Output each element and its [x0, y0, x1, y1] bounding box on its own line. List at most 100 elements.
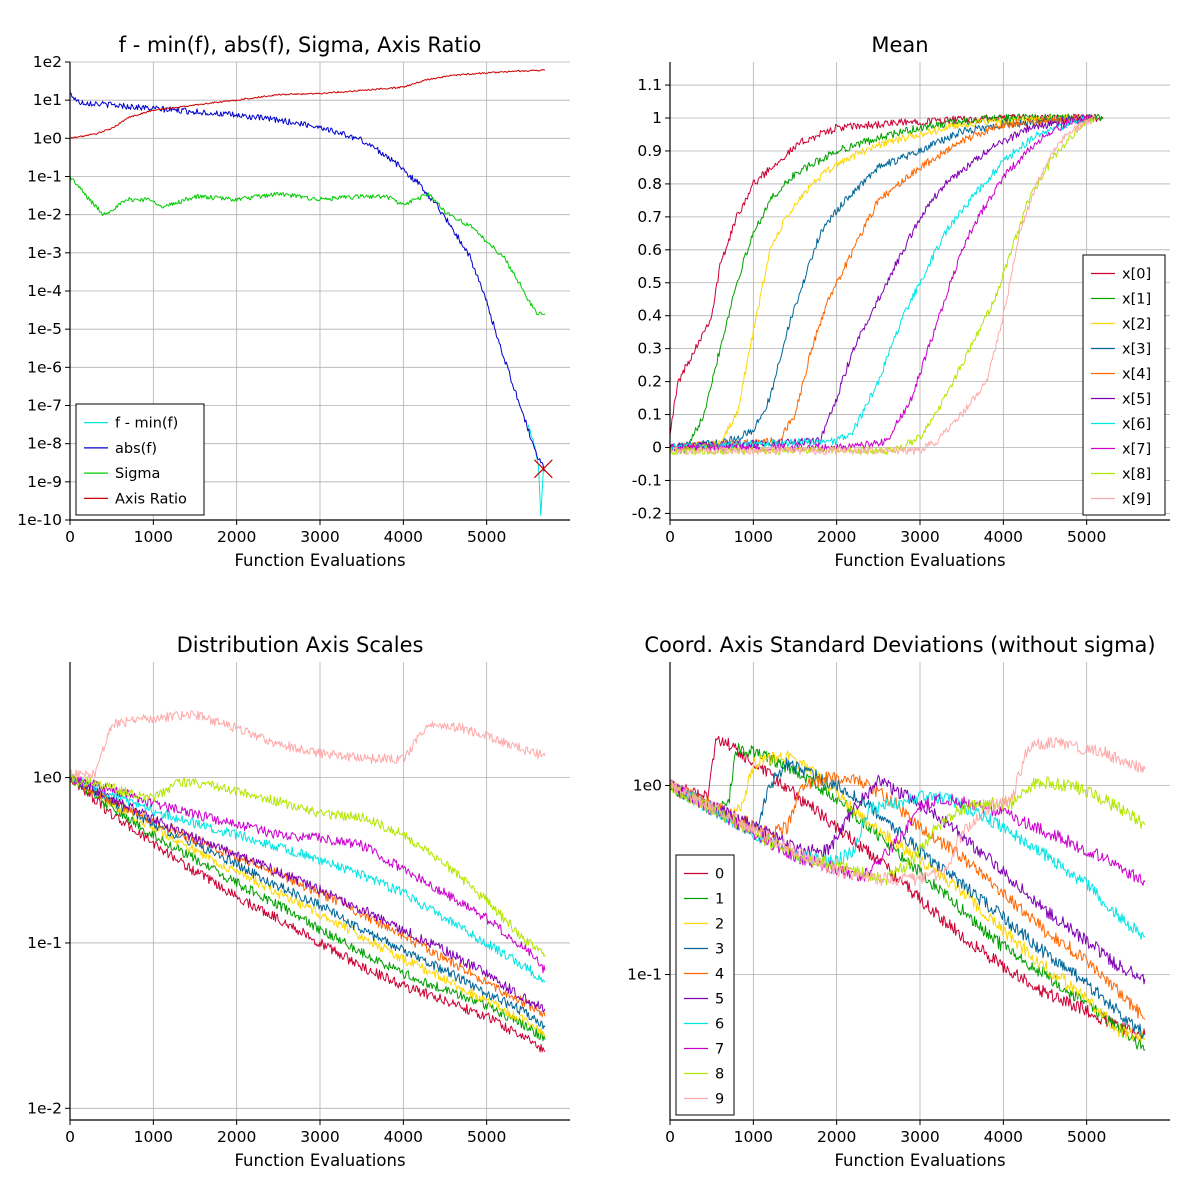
series-line-9 — [70, 710, 546, 779]
y-tick-label: 0.5 — [637, 274, 662, 292]
legend-label: x[4] — [1122, 367, 1151, 383]
chart-fitness: f - min(f), abs(f), Sigma, Axis Ratio Fu… — [17, 33, 570, 570]
legend-label: x[9] — [1122, 492, 1151, 508]
y-tick-label: 1e-1 — [627, 966, 662, 984]
chart-title: Distribution Axis Scales — [177, 633, 424, 657]
series-line-7 — [70, 775, 546, 974]
y-tick-label: 0.8 — [637, 175, 662, 193]
y-tick-label: 1.1 — [637, 76, 662, 94]
y-tick-label: 0 — [652, 439, 662, 457]
chart-coord-stds: Coord. Axis Standard Deviations (without… — [627, 633, 1170, 1170]
series-line-9 — [670, 737, 1146, 887]
y-tick-label: 1e-8 — [27, 435, 62, 453]
y-tick-label: 1e-10 — [17, 511, 62, 529]
y-tick-label: 1e1 — [33, 91, 62, 109]
series-group — [670, 735, 1146, 1051]
series-group — [670, 113, 1104, 456]
x-tick-label: 3000 — [900, 528, 939, 546]
x-tick-label: 3000 — [300, 1128, 339, 1146]
y-tick-label: 1e0 — [33, 129, 62, 147]
x-axis-label: Function Evaluations — [834, 1151, 1005, 1170]
x-tick-label: 0 — [665, 528, 675, 546]
x-tick-label: 1000 — [734, 528, 773, 546]
x-axis-label: Function Evaluations — [234, 1151, 405, 1170]
y-tick-label: 0.3 — [637, 340, 662, 358]
x-tick-label: 2000 — [217, 1128, 256, 1146]
chart-title: Mean — [871, 33, 928, 57]
series-line-5 — [70, 773, 546, 1013]
y-tick-label: 1e0 — [33, 769, 62, 787]
legend-label: x[0] — [1122, 267, 1151, 283]
x-tick-label: 4000 — [984, 528, 1023, 546]
x-tick-label: 5000 — [467, 1128, 506, 1146]
legend-label: x[6] — [1122, 417, 1151, 433]
x-tick-label: 5000 — [1067, 1128, 1106, 1146]
legend-label: x[2] — [1122, 317, 1151, 333]
y-tick-label: 1e-6 — [27, 358, 62, 376]
series-line-2 — [670, 750, 1146, 1042]
series-line-x-7 — [670, 114, 1096, 452]
y-tick-label: 1 — [652, 109, 662, 127]
legend-label: x[1] — [1122, 292, 1151, 308]
x-tick-label: 1000 — [734, 1128, 773, 1146]
series-line-axis-ratio — [70, 68, 546, 139]
chart-title: Coord. Axis Standard Deviations (without… — [644, 633, 1155, 657]
y-tick-label: 1e-1 — [27, 168, 62, 186]
legend-label: 7 — [715, 1042, 724, 1058]
series-line-6 — [670, 779, 1146, 940]
y-tick-label: 1e-9 — [27, 473, 62, 491]
legend: x[0] x[1] x[2] x[3] x[4] x[5] x[6] x[7] x[8] x[9] — [1082, 254, 1166, 516]
y-tick-label: 0.4 — [637, 307, 662, 325]
series-line-x-9 — [670, 114, 1096, 456]
series-line-abs-f — [70, 92, 546, 472]
legend: 0 1 2 3 4 5 6 7 8 9 — [675, 854, 735, 1116]
grid — [69, 61, 570, 521]
legend-label: f - min(f) — [115, 416, 178, 432]
legend-label: x[3] — [1122, 342, 1151, 358]
y-tick-label: 1e-2 — [27, 1099, 62, 1117]
series-line-5 — [670, 774, 1146, 985]
legend-label: 1 — [715, 892, 724, 908]
series-group — [70, 68, 546, 516]
legend-label: 6 — [715, 1017, 724, 1033]
legend-label: 5 — [715, 992, 724, 1008]
x-tick-label: 4000 — [384, 1128, 423, 1146]
series-line-x-8 — [670, 117, 1096, 456]
series-line-8 — [670, 776, 1146, 886]
x-tick-label: 0 — [65, 528, 75, 546]
y-tick-label: -0.2 — [632, 504, 662, 522]
y-tick-label: 1e-1 — [27, 934, 62, 952]
x-tick-label: 4000 — [984, 1128, 1023, 1146]
legend-box — [675, 854, 735, 1116]
end-marker — [533, 459, 553, 479]
series-line-x-0 — [670, 113, 1104, 435]
legend-label: Axis Ratio — [115, 491, 187, 507]
series-line-x-3 — [670, 115, 1088, 452]
series-line-7 — [670, 779, 1146, 886]
x-tick-label: 2000 — [817, 528, 856, 546]
series-line-sigma — [70, 175, 546, 316]
series-line-0 — [670, 735, 1146, 1039]
legend-label: 9 — [715, 1092, 724, 1108]
y-tick-label: 0.9 — [637, 142, 662, 160]
x-tick-label: 0 — [65, 1128, 75, 1146]
series-line-2 — [70, 773, 546, 1037]
x-tick-label: 3000 — [900, 1128, 939, 1146]
legend-label: x[8] — [1122, 467, 1151, 483]
x-tick-label: 1000 — [134, 1128, 173, 1146]
x-tick-label: 1000 — [134, 528, 173, 546]
y-tick-label: 0.1 — [637, 406, 662, 424]
y-tick-label: 1e-5 — [27, 320, 62, 338]
chart-mean: Mean Function Evaluations 0 1000 2000 3000 4… — [632, 33, 1170, 570]
legend-label: x[7] — [1122, 442, 1151, 458]
legend-label: 3 — [715, 942, 724, 958]
x-tick-label: 2000 — [817, 1128, 856, 1146]
series-line-8 — [70, 773, 546, 957]
x-tick-label: 5000 — [1067, 528, 1106, 546]
series-group — [70, 710, 546, 1053]
y-tick-label: 1e2 — [33, 53, 62, 71]
y-tick-label: -0.1 — [632, 471, 662, 489]
x-tick-label: 4000 — [384, 528, 423, 546]
x-axis-label: Function Evaluations — [234, 551, 405, 570]
